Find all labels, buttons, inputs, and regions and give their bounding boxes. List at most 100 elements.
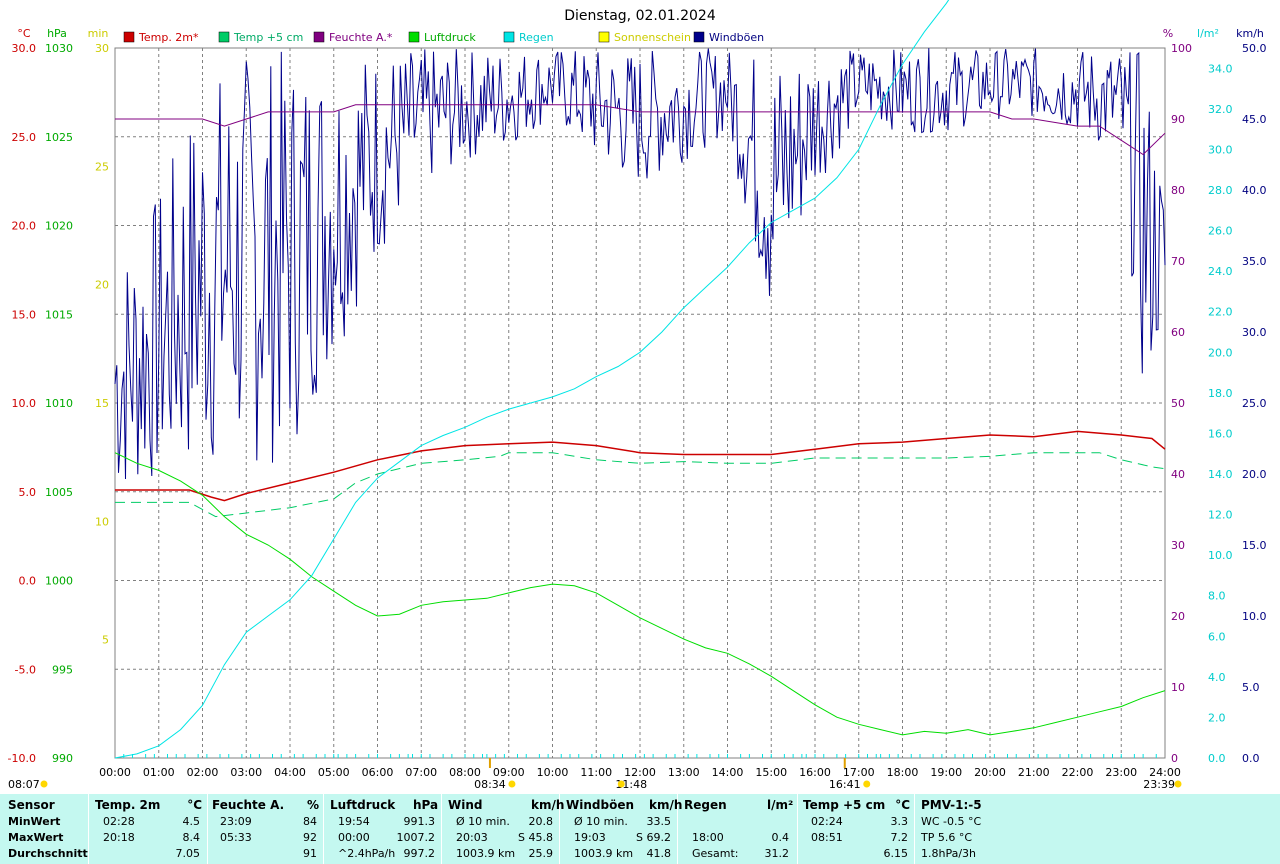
- tick-label-humidity: 50: [1171, 397, 1185, 410]
- tick-label-x: 20:00: [974, 766, 1006, 779]
- tick-label-sunshine: 5: [102, 634, 109, 647]
- tick-label-humidity: 100: [1171, 42, 1192, 55]
- cell-wind-time: 20:03: [456, 831, 488, 844]
- legend-swatch: [218, 31, 230, 43]
- tick-label-wind: 40.0: [1242, 184, 1267, 197]
- header-temp2m: Temp. 2m: [95, 798, 161, 812]
- tick-label-humidity: 40: [1171, 468, 1185, 481]
- tick-label-rain: 28.0: [1208, 184, 1233, 197]
- header-wind: Wind: [448, 798, 483, 812]
- legend-swatch: [123, 31, 135, 43]
- tick-label-rain: 20.0: [1208, 346, 1233, 359]
- tick-label-wind: 20.0: [1242, 468, 1267, 481]
- tick-label-rain: 14.0: [1208, 468, 1233, 481]
- tick-label-x: 11:00: [580, 766, 612, 779]
- tick-label-x: 05:00: [318, 766, 350, 779]
- tick-label-rain: 18.0: [1208, 387, 1233, 400]
- tick-label-x: 18:00: [887, 766, 919, 779]
- cell-luft-time: 19:54: [338, 815, 370, 828]
- series-windboeen-line: [114, 48, 1166, 480]
- cell-temp2m-time: 02:28: [103, 815, 135, 828]
- cell-temp5-value: 3.3: [890, 815, 909, 828]
- tick-label-temp: 30.0: [12, 42, 37, 55]
- tick-label-x: 14:00: [712, 766, 744, 779]
- table-col-regen: Regen l/m² 18:00 0.4 Gesamt: 31.2: [0, 794, 1280, 864]
- cell-regen-value: 31.2: [764, 847, 790, 860]
- series-line-temp-2m-: [115, 430, 1166, 502]
- tick-label-rain: 0.0: [1208, 752, 1226, 765]
- time-marker-sun-icon: [863, 780, 871, 788]
- tick-label-x: 24:00: [1149, 766, 1181, 779]
- cell-temp5-time: 02:24: [811, 815, 843, 828]
- tick-label-x: 10:00: [537, 766, 569, 779]
- cell-boeen-value: 41.8: [646, 847, 672, 860]
- tick-label-humidity: 60: [1171, 326, 1185, 339]
- time-marker-sun-icon: [508, 780, 516, 788]
- tick-label-x: 16:00: [799, 766, 831, 779]
- time-marker-sunrise-icon: [40, 780, 48, 788]
- cell-wind-value: S 45.8: [518, 831, 553, 844]
- header-temp5: Temp +5 cm: [803, 798, 886, 812]
- tick-label-humidity: 20: [1171, 610, 1185, 623]
- tick-label-x: 00:00: [99, 766, 131, 779]
- series-line-luftdruck: [114, 452, 1166, 736]
- cell-regen-time: 18:00: [692, 831, 724, 844]
- axis-unit-rain: l/m²: [1197, 27, 1219, 40]
- tick-label-humidity: 80: [1171, 184, 1185, 197]
- cell-wind-value: 25.9: [528, 847, 554, 860]
- tick-label-humidity: 90: [1171, 113, 1185, 126]
- axis-unit-sunshine: min: [88, 27, 109, 40]
- tick-label-wind: 50.0: [1242, 42, 1267, 55]
- tick-label-x: 23:00: [1105, 766, 1137, 779]
- cell-boeen-time: Ø 10 min.: [574, 815, 628, 828]
- tick-label-rain: 8.0: [1208, 590, 1226, 603]
- tick-label-rain: 30.0: [1208, 143, 1233, 156]
- cell-temp2m-value: 4.5: [182, 815, 201, 828]
- cell-temp5-value: 6.15: [883, 847, 909, 860]
- header-boeen: Windböen: [566, 798, 634, 812]
- tick-label-x: 09:00: [493, 766, 525, 779]
- axis-unit-temp: °C: [17, 27, 31, 40]
- tick-label-pressure: 1020: [45, 220, 73, 233]
- legend-swatch: [408, 31, 420, 43]
- tick-label-pressure: 990: [52, 752, 73, 765]
- cell-regen-time: Gesamt:: [692, 847, 739, 860]
- tick-label-x: 19:00: [930, 766, 962, 779]
- tick-label-rain: 24.0: [1208, 265, 1233, 278]
- tick-label-humidity: 70: [1171, 255, 1185, 268]
- tick-label-temp: 15.0: [12, 308, 37, 321]
- legend-label: Temp. 2m*: [138, 31, 199, 44]
- cell-wind-value: 20.8: [528, 815, 554, 828]
- header-sensor: Sensor: [8, 798, 55, 812]
- table-col-temp2m: Temp. 2m °C 02:28 4.5 20:18 8.4 7.05: [0, 794, 1280, 864]
- tick-label-rain: 12.0: [1208, 509, 1233, 522]
- legend-label: Sonnenschein: [614, 31, 691, 44]
- tick-label-pressure: 1000: [45, 575, 73, 588]
- header-temp5-unit: °C: [895, 798, 910, 812]
- tick-label-temp: 25.0: [12, 131, 37, 144]
- chart-title: Dienstag, 02.01.2024: [564, 8, 716, 24]
- cell-temp5-time: 08:51: [811, 831, 843, 844]
- cell-wind-time: 1003.9 km: [456, 847, 516, 860]
- tick-label-wind: 35.0: [1242, 255, 1267, 268]
- table-col-temp5: Temp +5 cm °C 02:24 3.3 08:51 7.2 6.15: [0, 794, 1280, 864]
- tick-label-x: 06:00: [362, 766, 394, 779]
- series-line-feuchte-a-: [115, 104, 1166, 156]
- cell-feuchte-time: 23:09: [220, 815, 252, 828]
- table-col-pmv: PMV-1:-5 WC -0.5 °C TP 5.6 °C 1.8hPa/3h: [0, 794, 1280, 864]
- tick-label-rain: 34.0: [1208, 62, 1233, 75]
- axis-unit-wind: km/h: [1236, 27, 1264, 40]
- cell-wind-time: Ø 10 min.: [456, 815, 510, 828]
- tick-label-sunshine: 20: [95, 279, 109, 292]
- table-col-wind: Wind km/h Ø 10 min. 20.8 20:03 S 45.8 1003.9 k…: [0, 794, 1280, 864]
- tick-label-rain: 10.0: [1208, 549, 1233, 562]
- legend-label: Windböen: [709, 31, 764, 44]
- tick-label-sunshine: 15: [95, 397, 109, 410]
- tick-label-sunshine: 25: [95, 160, 109, 173]
- tick-label-x: 07:00: [405, 766, 437, 779]
- table-col-boeen: Windböen km/h Ø 10 min. 33.5 19:03 S 69.2 1003…: [0, 794, 1280, 864]
- cell-boeen-value: 33.5: [646, 815, 672, 828]
- tick-label-wind: 30.0: [1242, 326, 1267, 339]
- row-label-avg: Durchschnitt: [8, 847, 88, 860]
- cell-luft-value: 997.2: [403, 847, 436, 860]
